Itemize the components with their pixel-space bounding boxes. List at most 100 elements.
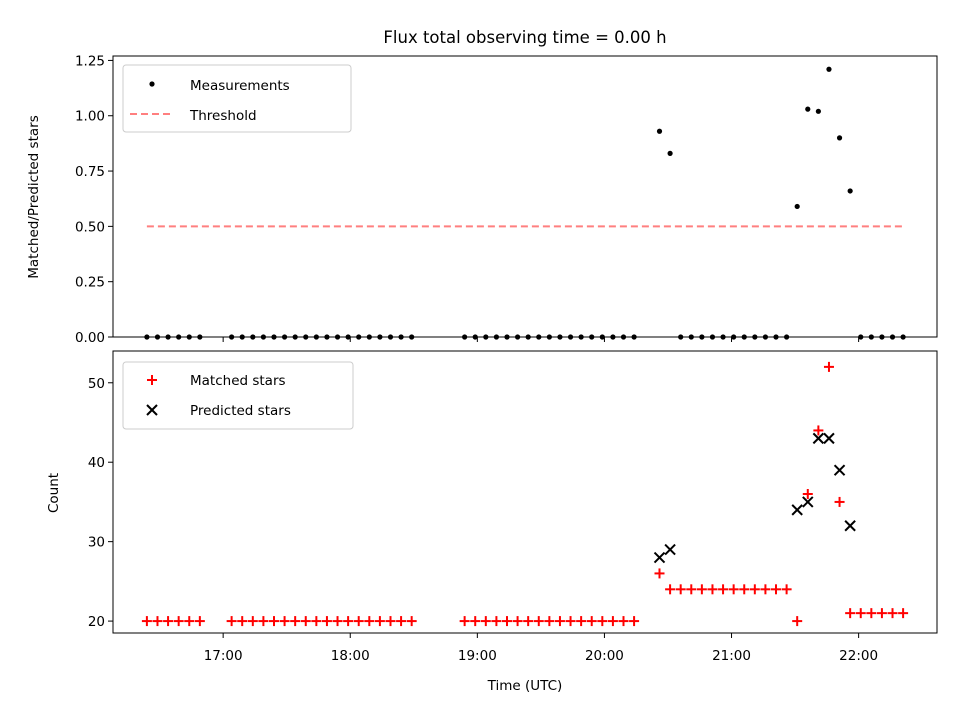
x-tick-label: 21:00 xyxy=(712,648,751,664)
matched-star-point xyxy=(396,616,407,627)
bottom-x-ticks: 17:00 18:00 19:00 20:00 21:00 22:00 xyxy=(204,633,878,664)
matched-star-point xyxy=(279,616,290,627)
matched-star-point xyxy=(184,616,195,627)
top-y-tick-label: 1.25 xyxy=(75,53,105,69)
bottom-y-tick-label: 40 xyxy=(88,455,105,471)
matched-star-point xyxy=(576,616,587,627)
matched-star-point xyxy=(629,616,640,627)
top-y-tick-label: 1.00 xyxy=(75,109,105,125)
matched-star-point xyxy=(290,616,301,627)
matched-star-point xyxy=(533,616,544,627)
matched-star-point xyxy=(607,616,618,627)
matched-star-point xyxy=(728,584,739,595)
bottom-y-tick-label: 30 xyxy=(88,535,105,551)
matched-star-point xyxy=(353,616,364,627)
legend-predicted-marker xyxy=(146,404,158,416)
matched-star-point xyxy=(771,584,782,595)
matched-star-point xyxy=(173,616,184,627)
matched-star-point xyxy=(665,584,676,595)
bottom-y-tick-label: 50 xyxy=(88,376,105,392)
x-tick-label: 20:00 xyxy=(585,648,624,664)
legend-matched-marker xyxy=(147,375,157,385)
matched-star-point xyxy=(226,616,237,627)
matched-star-point xyxy=(760,584,771,595)
matched-star-point xyxy=(321,616,332,627)
x-tick-label: 17:00 xyxy=(204,648,243,664)
matched-star-point xyxy=(876,608,887,619)
matched-star-point xyxy=(565,616,576,627)
matched-star-point xyxy=(523,616,534,627)
matched-star-point xyxy=(332,616,343,627)
matched-star-point xyxy=(544,616,555,627)
top-y-tick-label: 0.50 xyxy=(75,219,105,235)
top-legend: Measurements Threshold xyxy=(122,64,352,133)
top-axes-frame xyxy=(112,55,938,338)
bottom-plot-marks xyxy=(141,361,909,627)
matched-star-point xyxy=(512,616,523,627)
legend-measurements-marker xyxy=(149,81,155,87)
matched-star-point xyxy=(686,584,697,595)
measurement-point xyxy=(805,106,811,112)
matched-star-point xyxy=(696,584,707,595)
top-y-ticks: 0.00 0.25 0.50 0.75 1.00 1.25 xyxy=(75,53,113,346)
predicted-star-point xyxy=(802,496,814,508)
matched-star-point xyxy=(618,616,629,627)
measurement-point xyxy=(847,188,853,194)
predicted-star-point xyxy=(664,543,676,556)
matched-star-point xyxy=(813,425,824,436)
legend-matched-label: Matched stars xyxy=(190,373,286,389)
matched-star-point xyxy=(364,616,375,627)
bottom-y-ticks: 20 30 40 50 xyxy=(88,376,113,630)
top-y-tick-label: 0.25 xyxy=(75,275,105,291)
measurement-point xyxy=(826,66,832,72)
bottom-y-axis-label: Count xyxy=(46,473,62,513)
matched-star-point xyxy=(866,608,877,619)
legend-predicted-label: Predicted stars xyxy=(190,403,291,419)
matched-star-point xyxy=(845,608,856,619)
matched-star-point xyxy=(654,568,665,579)
matched-star-point xyxy=(194,616,205,627)
top-y-axis-label: Matched/Predicted stars xyxy=(26,115,42,278)
matched-star-point xyxy=(597,616,608,627)
bottom-legend-box xyxy=(122,361,354,430)
matched-star-point xyxy=(707,584,718,595)
matched-star-point xyxy=(237,616,248,627)
x-axis-label: Time (UTC) xyxy=(487,678,563,694)
predicted-star-point xyxy=(653,551,666,564)
measurement-point xyxy=(667,150,673,156)
predicted-star-point xyxy=(791,504,803,516)
x-tick-label: 19:00 xyxy=(458,648,497,664)
matched-star-point xyxy=(491,616,502,627)
legend-predicted-cross xyxy=(146,404,158,416)
legend-threshold-label: Threshold xyxy=(189,108,257,124)
top-y-tick-label: 0.00 xyxy=(75,330,105,346)
matched-star-point xyxy=(501,616,512,627)
matched-star-point xyxy=(374,616,385,627)
matched-star-point xyxy=(459,616,470,627)
matched-star-point xyxy=(855,608,866,619)
matched-star-point xyxy=(718,584,729,595)
bottom-axes-frame xyxy=(112,350,938,634)
matched-star-point xyxy=(152,616,163,627)
matched-star-point xyxy=(823,361,834,372)
matched-star-point xyxy=(406,616,417,627)
measurement-point xyxy=(836,135,843,141)
measurement-point xyxy=(656,128,663,134)
matched-star-point xyxy=(163,616,174,627)
matched-star-point xyxy=(792,616,803,627)
matched-star-point xyxy=(300,616,311,627)
matched-star-point xyxy=(141,616,152,627)
matched-star-point xyxy=(749,584,760,595)
predicted-star-point xyxy=(844,520,856,532)
matched-star-point xyxy=(739,584,750,595)
predicted-star-point xyxy=(812,432,825,445)
top-y-tick-label: 0.75 xyxy=(75,164,105,180)
x-tick-label: 18:00 xyxy=(331,648,370,664)
matched-star-point xyxy=(247,616,258,627)
matched-star-point xyxy=(781,584,792,595)
measurement-point xyxy=(794,203,800,210)
matched-star-point xyxy=(887,608,898,619)
matched-star-point xyxy=(343,616,354,627)
matched-star-point xyxy=(480,616,491,627)
